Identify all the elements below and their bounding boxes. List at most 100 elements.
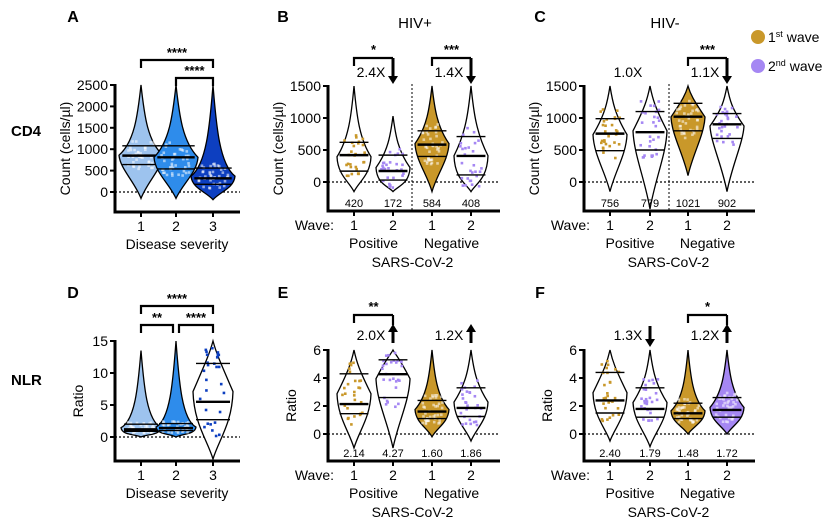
violin (155, 340, 197, 438)
data-point (353, 390, 356, 394)
x-tick-label: 1 (684, 467, 692, 483)
arrow-up-icon (466, 324, 476, 332)
y-axis-title: Count (cells/µl) (57, 102, 73, 196)
data-point (421, 421, 424, 425)
data-point (213, 421, 217, 424)
data-point (725, 114, 729, 117)
data-point (131, 140, 134, 143)
violin (192, 338, 234, 462)
data-point (384, 354, 388, 357)
median-value-label: 779 (641, 198, 659, 210)
fold-change-label: 1.2X (435, 327, 464, 343)
data-point (343, 392, 347, 396)
data-point (429, 397, 432, 400)
data-point (655, 152, 658, 156)
data-point (387, 353, 390, 357)
data-point (395, 162, 398, 166)
data-point (428, 127, 432, 130)
data-point (696, 107, 699, 111)
data-point (677, 399, 681, 402)
data-point (727, 416, 731, 420)
data-point (472, 420, 476, 424)
data-point (469, 422, 472, 426)
data-point (343, 404, 347, 407)
data-point (147, 164, 150, 167)
data-point (723, 107, 727, 111)
violin (336, 85, 372, 194)
data-point (423, 418, 427, 422)
data-point (204, 408, 208, 412)
group-label-negative: Negative (680, 485, 735, 501)
data-point (432, 420, 436, 424)
data-point (639, 143, 643, 147)
median-value-label: 2.40 (599, 448, 620, 460)
legend-label-wave2: 2nd wave (768, 58, 823, 74)
data-point (218, 181, 222, 185)
data-point (349, 163, 352, 166)
data-point (429, 137, 432, 141)
arrow-down-icon (645, 339, 655, 347)
data-point (346, 382, 350, 386)
data-point (651, 378, 654, 382)
wave-label: Wave: (551, 467, 590, 483)
data-point (161, 430, 165, 433)
data-point (424, 145, 427, 149)
data-point (353, 398, 357, 402)
data-point (385, 163, 388, 167)
group-label-positive: Positive (605, 235, 654, 251)
data-point (428, 150, 431, 154)
data-point (217, 174, 221, 178)
data-point (381, 367, 384, 371)
data-point (135, 421, 139, 425)
data-point (349, 165, 353, 169)
y-tick-label: 15 (92, 333, 108, 349)
data-point (436, 162, 439, 165)
significance-bracket (139, 304, 215, 314)
data-point (474, 420, 478, 424)
data-point (719, 105, 723, 109)
data-point (434, 130, 438, 134)
data-point (130, 429, 133, 432)
violin-body (118, 84, 164, 201)
data-point (650, 400, 654, 404)
data-point (720, 119, 723, 123)
violin-body (670, 349, 706, 436)
data-point (641, 156, 645, 159)
data-point (607, 134, 610, 138)
data-point (423, 406, 426, 409)
x-tick-label: 2 (467, 217, 475, 233)
data-point (480, 167, 483, 170)
data-point (185, 423, 189, 426)
median-value-label: 4.27 (382, 448, 403, 460)
median-value-label: 1.86 (460, 448, 481, 460)
data-point (600, 363, 604, 366)
data-point (468, 418, 472, 422)
data-point (219, 168, 223, 171)
data-point (400, 364, 404, 368)
data-point (185, 150, 189, 153)
data-point (656, 417, 659, 421)
violin (670, 349, 706, 436)
data-point (720, 135, 723, 138)
x-tick-label: 1 (137, 467, 145, 483)
data-point (677, 397, 680, 401)
data-point (182, 169, 186, 173)
violin (453, 349, 489, 443)
median-value-label: 1.72 (716, 448, 737, 460)
data-point (679, 128, 683, 131)
data-point (176, 431, 180, 434)
data-point (680, 132, 684, 136)
violin-body (375, 348, 411, 449)
y-tick-label: 2 (313, 398, 321, 414)
y-tick-label: 1000 (546, 110, 577, 126)
y-tick-label: 0 (569, 426, 577, 442)
data-point (212, 162, 215, 166)
data-point (695, 127, 699, 131)
data-point (136, 150, 140, 154)
data-point (613, 141, 616, 144)
fold-change-label: 1.4X (435, 64, 464, 80)
data-point (396, 152, 400, 155)
data-point (613, 396, 617, 400)
data-point (691, 109, 694, 113)
y-tick-label: 500 (298, 142, 322, 158)
